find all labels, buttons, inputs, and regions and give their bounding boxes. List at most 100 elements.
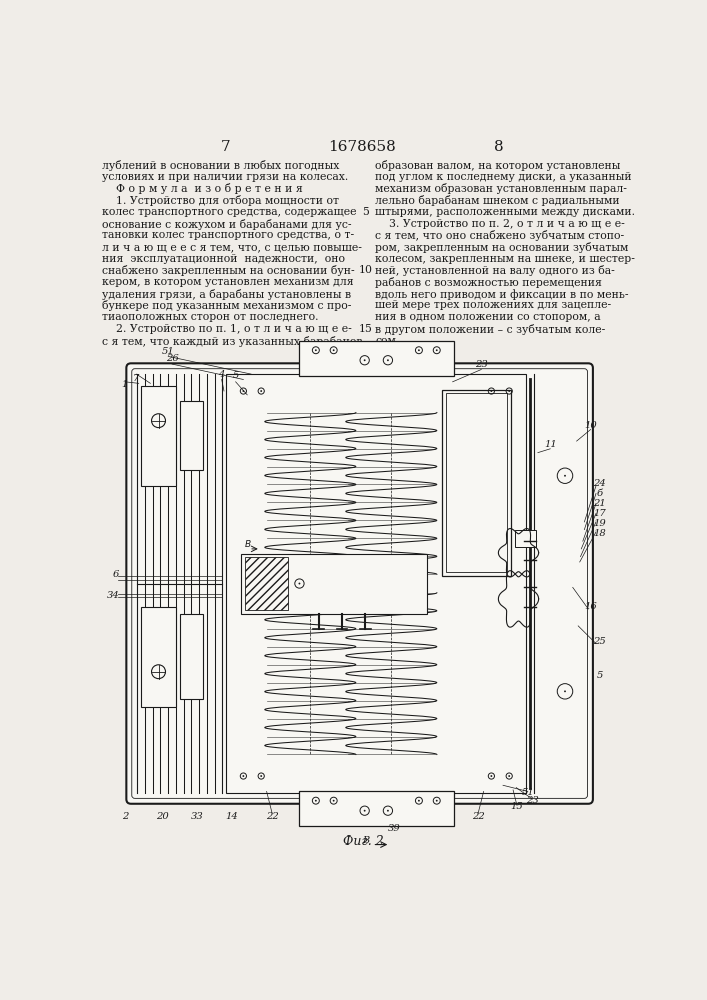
Text: 1. Устройство для отбора мощности от: 1. Устройство для отбора мощности от [103,195,339,206]
Text: бункере под указанным механизмом с про-: бункере под указанным механизмом с про- [103,300,351,311]
Circle shape [508,775,510,777]
Text: 5: 5 [233,371,239,380]
Text: колесом, закрепленным на шнеке, и шестер-: колесом, закрепленным на шнеке, и шестер… [375,254,635,264]
Bar [443,389,511,576]
Text: 7: 7 [221,140,230,154]
Circle shape [243,775,245,777]
Bar [241,554,427,614]
Text: тиаоположных сторон от последнего.: тиаоположных сторон от последнего. [103,312,319,322]
Bar [180,401,203,470]
Text: 19: 19 [593,519,606,528]
Circle shape [363,359,366,361]
Bar [141,607,176,707]
Text: 23: 23 [526,796,539,805]
Text: 8: 8 [494,140,504,154]
Text: тановки колес транспортного средства, о т-: тановки колес транспортного средства, о … [103,230,354,240]
Circle shape [315,800,317,802]
Text: 15: 15 [359,324,373,334]
Circle shape [260,775,262,777]
Circle shape [298,583,300,584]
Text: 6: 6 [112,570,119,579]
Circle shape [260,390,262,392]
Text: ней, установленной на валу одного из ба-: ней, установленной на валу одного из ба- [375,265,615,276]
Text: основание с кожухом и барабанами для ус-: основание с кожухом и барабанами для ус- [103,219,352,230]
Text: 26: 26 [165,354,178,363]
Bar [180,614,203,699]
Text: снабжено закрепленным на основании бун-: снабжено закрепленным на основании бун- [103,265,355,276]
Text: а: а [293,580,298,589]
Text: 20: 20 [156,812,168,821]
Circle shape [436,800,438,802]
Text: условиях и при наличии грязи на колесах.: условиях и при наличии грязи на колесах. [103,172,349,182]
Circle shape [363,810,366,812]
Text: 5: 5 [363,207,369,217]
Text: 11: 11 [544,440,556,449]
Text: Фиг. 2: Фиг. 2 [343,835,384,848]
Text: В: В [363,836,370,845]
Text: 34: 34 [107,591,119,600]
Text: 21: 21 [593,499,606,508]
Text: ром, закрепленным на основании зубчатым: ром, закрепленным на основании зубчатым [375,242,629,253]
Text: Ф о р м у л а  и з о б р е т е н и я: Ф о р м у л а и з о б р е т е н и я [103,183,303,194]
Text: 3. Устройство по п. 2, о т л и ч а ю щ е е-: 3. Устройство по п. 2, о т л и ч а ю щ е… [375,219,625,229]
Bar [226,374,526,793]
Text: 22: 22 [472,812,484,821]
Text: штырями, расположенными между дисками.: штырями, расположенными между дисками. [375,207,635,217]
Text: механизм образован установленным парал-: механизм образован установленным парал- [375,183,627,194]
Circle shape [333,800,334,802]
Circle shape [436,349,438,351]
Text: 23: 23 [475,360,488,369]
Text: 24: 24 [593,479,606,488]
Circle shape [315,349,317,351]
Text: образован валом, на котором установлены: образован валом, на котором установлены [375,160,621,171]
Text: 18: 18 [593,529,606,538]
Text: в другом положении – с зубчатым коле-: в другом положении – с зубчатым коле- [375,324,605,335]
Text: 10: 10 [359,265,373,275]
Bar [515,530,537,547]
Text: 39: 39 [388,824,401,833]
Text: вдоль него приводом и фиксации в по мень-: вдоль него приводом и фиксации в по мень… [375,289,629,300]
Circle shape [491,775,492,777]
Circle shape [387,359,389,361]
Bar [299,791,454,826]
Text: с я тем, что каждый из указанных барабанов: с я тем, что каждый из указанных барабан… [103,336,363,347]
Text: сом.: сом. [375,336,399,346]
Text: 17: 17 [593,509,606,518]
Text: 2: 2 [122,812,128,821]
Text: ния  эксплуатационной  надежности,  оно: ния эксплуатационной надежности, оно [103,254,345,264]
Text: 7: 7 [133,374,139,383]
Text: 51: 51 [522,788,534,797]
Text: лублений в основании в любых погодных: лублений в основании в любых погодных [103,160,339,171]
Text: 33: 33 [190,812,203,821]
Circle shape [243,390,245,392]
Text: 10: 10 [584,421,597,430]
Text: Вид А: Вид А [343,344,384,357]
Text: 4: 4 [218,370,225,379]
FancyBboxPatch shape [127,363,593,804]
Text: б: б [597,489,603,498]
Circle shape [333,349,334,351]
Text: колес транспортного средства, содержащее: колес транспортного средства, содержащее [103,207,357,217]
Text: лельно барабанам шнеком с радиальными: лельно барабанам шнеком с радиальными [375,195,620,206]
Text: л и ч а ю щ е е с я тем, что, с целью повыше-: л и ч а ю щ е е с я тем, что, с целью по… [103,242,362,252]
Text: под углом к последнему диски, а указанный: под углом к последнему диски, а указанны… [375,172,632,182]
Circle shape [564,690,566,692]
Text: 2. Устройство по п. 1, о т л и ч а ю щ е е-: 2. Устройство по п. 1, о т л и ч а ю щ е… [103,324,352,334]
Text: шей мере трех положениях для зацепле-: шей мере трех положениях для зацепле- [375,300,612,310]
Text: В: В [245,540,251,549]
Text: удаления грязи, а барабаны установлены в: удаления грязи, а барабаны установлены в [103,289,351,300]
Text: с я тем, что оно снабжено зубчатым стопо-: с я тем, что оно снабжено зубчатым стопо… [375,230,624,241]
Bar [446,393,508,572]
Text: 1678658: 1678658 [328,140,396,154]
Text: рабанов с возможностью перемещения: рабанов с возможностью перемещения [375,277,602,288]
Circle shape [508,390,510,392]
Text: 14: 14 [226,812,238,821]
Circle shape [491,390,492,392]
Text: 1: 1 [122,380,128,389]
Circle shape [387,810,389,812]
Text: кером, в котором установлен механизм для: кером, в котором установлен механизм для [103,277,354,287]
Bar [299,341,454,376]
Text: 25: 25 [593,637,606,646]
Text: 5: 5 [597,671,603,680]
Circle shape [564,475,566,477]
